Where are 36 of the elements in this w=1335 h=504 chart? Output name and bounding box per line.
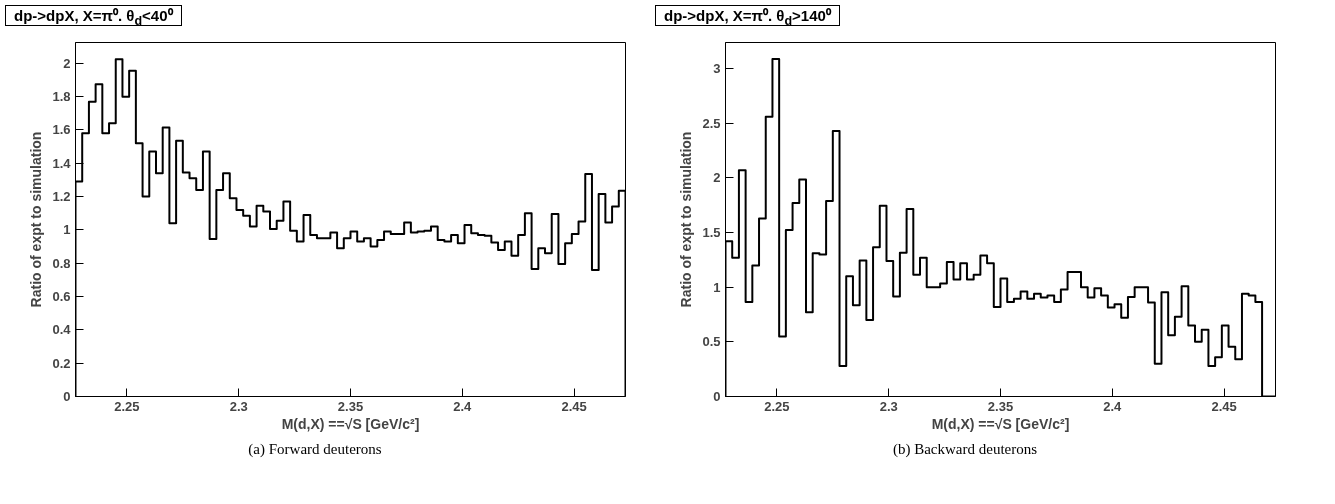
text: (b) Backward deuterons — [892, 441, 1038, 457]
y-tick-label: 1 — [63, 222, 71, 238]
y-tick-label: 3 — [713, 61, 721, 77]
x-tick-label: 2.45 — [1211, 398, 1237, 414]
y-tick-label: 1.5 — [702, 225, 721, 241]
x-tick-label: 2.25 — [114, 398, 140, 414]
x-tick-label: 2.4 — [1103, 398, 1123, 414]
x-tick-label: 2.3 — [879, 398, 898, 414]
x-tick-label: 2.25 — [764, 398, 790, 414]
x-tick-label: 2.4 — [453, 398, 473, 414]
y-tick-label: 1.2 — [52, 189, 71, 205]
y-tick-label: 0.4 — [52, 322, 72, 338]
y-tick-label: 1.8 — [52, 89, 71, 105]
x-axis-title: M(d,X) ==√S [GeV/c²] — [931, 415, 1070, 432]
y-tick-label: 0.6 — [52, 289, 71, 305]
y-tick-label: 0.2 — [52, 355, 71, 371]
chart-title: dp->dpX, X=π⁰. θ$_{d}$<40⁰ — [5, 5, 182, 28]
x-axis-title: M(d,X) ==√S [GeV/c²] — [281, 415, 420, 432]
text: (a) Forward deuterons — [248, 441, 382, 457]
y-tick-label: 1.6 — [52, 122, 71, 138]
x-tick-label: 2.3 — [229, 398, 248, 414]
y-tick-label: 0 — [713, 389, 721, 404]
y-tick-label: 2 — [713, 170, 721, 186]
y-tick-label: 0.5 — [702, 334, 721, 350]
chart-title: dp->dpX, X=π⁰. θ$_{d}$>140⁰ — [655, 5, 840, 28]
y-tick-label: 2.5 — [702, 115, 721, 131]
y-tick-label: 2 — [63, 55, 71, 71]
x-tick-label: 2.35 — [987, 398, 1014, 414]
x-tick-label: 2.35 — [337, 398, 364, 414]
y-tick-label: 1.4 — [52, 155, 72, 171]
y-axis-title: Ratio of expt to simulation — [28, 131, 45, 308]
y-axis-title: Ratio of expt to simulation — [678, 131, 695, 308]
y-tick-label: 0.8 — [52, 255, 71, 271]
x-tick-label: 2.45 — [561, 398, 587, 414]
y-tick-label: 1 — [713, 279, 721, 295]
y-tick-label: 0 — [63, 389, 71, 404]
